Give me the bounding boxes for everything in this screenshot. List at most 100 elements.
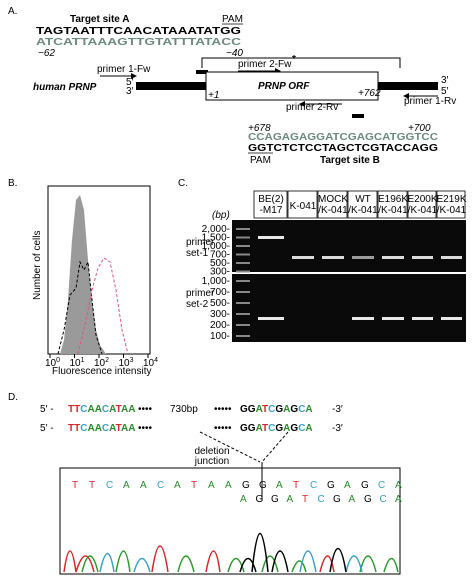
x-tick-label: 104 bbox=[143, 357, 158, 369]
target-b-title: Target site B bbox=[320, 155, 380, 166]
row-label: set-1 bbox=[186, 248, 209, 259]
primer-label: primer 2-Fw bbox=[238, 59, 292, 70]
annotation: -3′ bbox=[332, 423, 343, 434]
ladder-band bbox=[236, 236, 250, 239]
sequence: GGATCGAGCA bbox=[240, 404, 313, 415]
y-axis-label: Number of cells bbox=[32, 231, 43, 300]
ladder-band bbox=[236, 270, 250, 273]
panel-label: C. bbox=[178, 178, 188, 189]
lane-label: WT bbox=[355, 194, 371, 205]
ladder-label: 1,000- bbox=[202, 241, 230, 252]
band bbox=[352, 317, 374, 320]
annotation: ••••• bbox=[214, 423, 232, 434]
band bbox=[412, 256, 433, 259]
lane-label: /K-041 bbox=[378, 205, 408, 216]
panel-label: B. bbox=[8, 178, 17, 189]
row-label: primer bbox=[186, 288, 215, 299]
lane-box bbox=[317, 190, 348, 219]
position: +762 bbox=[358, 88, 381, 99]
annotation: 5′ - bbox=[40, 404, 54, 415]
row-label: primer bbox=[186, 237, 215, 248]
ladder-band bbox=[236, 228, 250, 230]
position: −62 bbox=[38, 48, 55, 59]
lane-label: E219K bbox=[436, 194, 466, 205]
annotation: junction bbox=[194, 456, 229, 467]
sequence: TTCAACATAA bbox=[68, 404, 135, 415]
sequence: GGTCTCTCCTAGCTCGTACCAGG bbox=[248, 143, 438, 154]
ladder-label: 200- bbox=[210, 320, 230, 331]
pam-label: PAM bbox=[250, 155, 271, 166]
ladder-label: 700- bbox=[210, 287, 230, 298]
band bbox=[382, 256, 404, 259]
band bbox=[382, 317, 404, 320]
ladder-label: 1,500- bbox=[202, 233, 230, 244]
lane-box bbox=[436, 190, 466, 219]
ladder-label: 500- bbox=[210, 298, 230, 309]
primer-label: primer 2-Rv bbox=[286, 102, 338, 113]
annotation: •••• bbox=[138, 423, 153, 434]
band bbox=[292, 256, 314, 259]
sequence: TTCAACATAA bbox=[68, 423, 135, 434]
ladder-label: 500- bbox=[210, 258, 230, 269]
lane-label: /K-041 bbox=[408, 205, 438, 216]
annotation: deletion bbox=[194, 446, 229, 457]
x-tick-label: 102 bbox=[94, 357, 109, 369]
ladder-label: 100- bbox=[210, 331, 230, 342]
lane-box bbox=[377, 190, 408, 219]
lane-box bbox=[347, 190, 378, 219]
asterisk: * bbox=[292, 54, 296, 65]
ladder-band bbox=[236, 245, 250, 247]
lane-label: K-041 bbox=[290, 201, 317, 212]
lane-box bbox=[407, 190, 437, 219]
ladder-label: 1,000- bbox=[202, 276, 230, 287]
ladder-band bbox=[236, 302, 250, 304]
annotation: •••• bbox=[138, 404, 153, 415]
lane-label: /K-041 bbox=[348, 205, 378, 216]
ladder-band bbox=[236, 262, 250, 264]
strand-end: 3′ bbox=[126, 86, 134, 97]
panel-label: D. bbox=[8, 392, 18, 403]
annotation: 730bp bbox=[170, 404, 198, 415]
ladder-label: 300- bbox=[210, 267, 230, 278]
position: +700 bbox=[408, 123, 431, 134]
lane-box bbox=[287, 190, 318, 219]
x-tick-label: 100 bbox=[45, 357, 60, 369]
lane-box bbox=[253, 190, 288, 219]
sequence: CCAGAGAGGATCGAGCATGGTCC bbox=[248, 132, 438, 143]
orf-label: PRNP ORF bbox=[258, 81, 310, 92]
lane-label: E196K bbox=[378, 194, 408, 205]
annotation: 5′ - bbox=[40, 423, 54, 434]
band bbox=[441, 256, 462, 259]
annotation: -3′ bbox=[332, 404, 343, 415]
primer-label: primer 1-Rv bbox=[404, 96, 456, 107]
ladder-band bbox=[236, 253, 250, 256]
unit-label: (bp) bbox=[212, 210, 230, 221]
row-label: set-2 bbox=[186, 299, 209, 310]
lane-label: MOCK bbox=[318, 194, 348, 205]
ladder-band bbox=[236, 291, 250, 293]
lane-label: /K-041 bbox=[318, 205, 348, 216]
target-a-title: Target site A bbox=[70, 14, 129, 25]
lane-label: E200K bbox=[407, 194, 437, 205]
sequence: ATCATTAAAGTTGTATTTATACC bbox=[36, 37, 241, 48]
strand-end: 5′ bbox=[126, 77, 134, 88]
x-tick-label: 103 bbox=[119, 357, 134, 369]
ladder-label: 300- bbox=[210, 309, 230, 320]
band bbox=[322, 256, 344, 259]
primer-label: primer 1-Fw bbox=[97, 64, 151, 75]
band bbox=[441, 317, 462, 320]
lane-label: /K-041 bbox=[437, 205, 467, 216]
band bbox=[258, 236, 284, 239]
ladder-label: 700- bbox=[210, 250, 230, 261]
position: +678 bbox=[248, 123, 271, 134]
band bbox=[258, 317, 284, 320]
strand-end: 5′ bbox=[441, 86, 449, 97]
position: −40 bbox=[226, 48, 243, 59]
ladder-band bbox=[236, 335, 250, 337]
annotation: ••••• bbox=[214, 404, 232, 415]
ladder-band bbox=[236, 324, 250, 326]
pam-label: PAM bbox=[222, 14, 243, 25]
ladder-label: 2,000- bbox=[202, 224, 230, 235]
x-axis-label: Fluorescence intensity bbox=[52, 366, 152, 377]
